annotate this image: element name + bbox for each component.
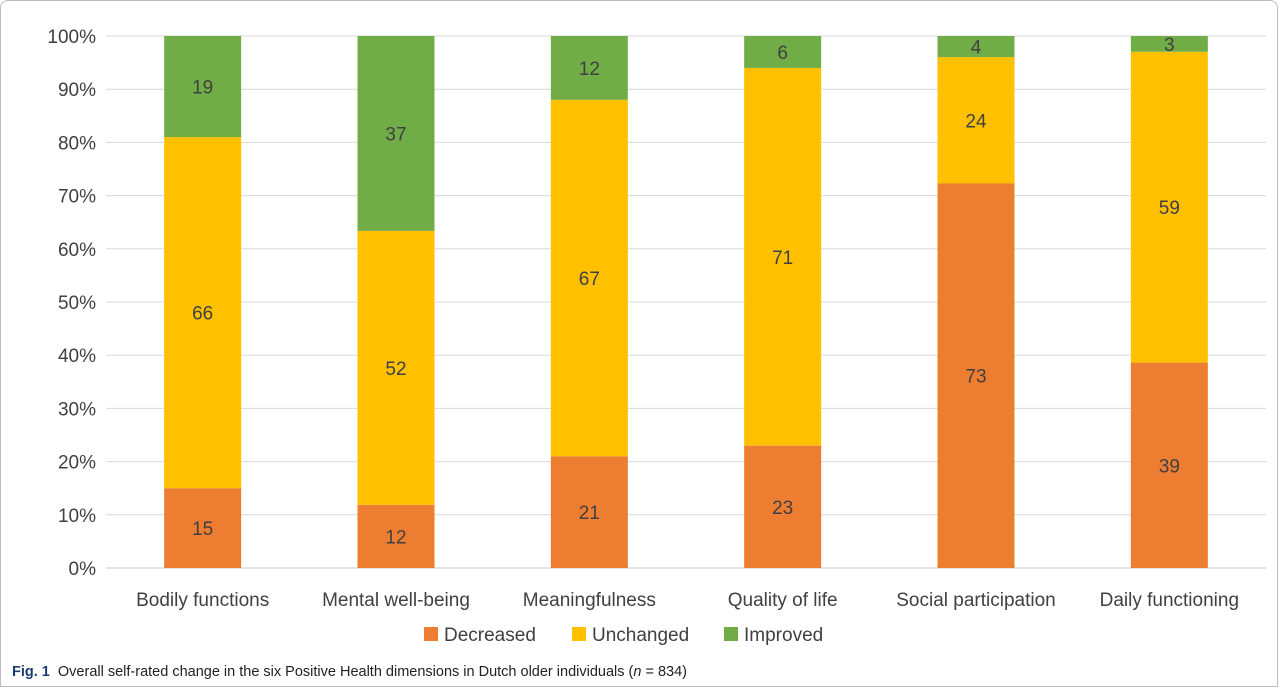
bar-segment-decreased <box>357 504 435 568</box>
bar-segment-unchanged <box>1130 51 1208 363</box>
legend-label: Improved <box>744 625 823 646</box>
x-category-label: Daily functioning <box>1100 590 1239 611</box>
y-tick-label: 90% <box>58 80 96 101</box>
data-label: 19 <box>192 78 213 99</box>
caption-text-after: = 834) <box>641 664 687 680</box>
x-category-label: Mental well-being <box>322 590 470 611</box>
y-tick-label: 40% <box>58 346 96 367</box>
data-label: 4 <box>971 38 982 59</box>
data-label: 6 <box>777 43 788 64</box>
bar-segment-unchanged <box>744 67 822 446</box>
bar-segment-improved <box>164 36 242 138</box>
data-label: 24 <box>965 111 987 132</box>
figure-caption: Fig. 1 Overall self-rated change in the … <box>12 664 687 680</box>
caption-label: Fig. 1 <box>12 664 50 680</box>
bar-segment-decreased <box>937 183 1015 568</box>
bar-segment-improved <box>1130 36 1208 52</box>
x-category-label: Meaningfulness <box>523 590 656 611</box>
y-tick-label: 60% <box>58 240 96 261</box>
bar-segment-improved <box>550 36 628 100</box>
data-label: 71 <box>772 248 793 269</box>
x-category-label: Social participation <box>896 590 1055 611</box>
caption-n-symbol: n <box>633 664 642 680</box>
data-label: 52 <box>385 359 406 380</box>
bar-segment-improved <box>357 36 435 231</box>
bar-segment-unchanged <box>164 137 242 489</box>
bar-segment-decreased <box>550 456 628 568</box>
bar-segment-unchanged <box>937 57 1015 184</box>
data-label: 59 <box>1159 198 1180 219</box>
data-label: 12 <box>385 527 406 548</box>
y-tick-label: 30% <box>58 399 96 420</box>
data-label: 39 <box>1159 456 1180 477</box>
data-label: 21 <box>579 503 600 524</box>
legend-swatch-improved <box>724 627 738 641</box>
y-tick-label: 0% <box>69 559 97 580</box>
legend-swatch-unchanged <box>572 627 586 641</box>
bar-segment-unchanged <box>550 99 628 457</box>
gridlines <box>106 35 1266 569</box>
data-label: 66 <box>192 304 213 325</box>
bar-segment-decreased <box>1130 362 1208 568</box>
y-tick-label: 50% <box>58 293 96 314</box>
bar-segment-unchanged <box>357 230 435 505</box>
legend-label: Decreased <box>444 625 536 646</box>
data-label: 67 <box>579 269 600 290</box>
y-tick-label: 20% <box>58 453 96 474</box>
legend-label: Unchanged <box>592 625 689 646</box>
stacked-bar-chart: 0% 10% 20% 30% 40% 50% 60% 70% 80% 90% 100% 15 66 19… <box>47 27 1266 646</box>
bar-segment-decreased <box>164 488 242 568</box>
y-tick-label: 10% <box>58 506 96 527</box>
y-tick-label: 100% <box>47 27 96 48</box>
data-label: 3 <box>1164 35 1175 56</box>
bar-segment-decreased <box>744 445 822 568</box>
data-label: 73 <box>965 367 986 388</box>
data-label: 37 <box>385 124 406 145</box>
y-tick-label: 70% <box>58 187 96 208</box>
data-label: 15 <box>192 519 213 540</box>
caption-text-before: Overall self-rated change in the six Pos… <box>57 664 634 680</box>
legend-swatch-decreased <box>424 627 438 641</box>
data-label: 23 <box>772 498 793 519</box>
bar-segment-improved <box>937 36 1015 58</box>
bar-segment-improved <box>744 36 822 68</box>
y-tick-label: 80% <box>58 133 96 154</box>
bars: 15 66 19 12 52 37 21 67 12 23 71 6 73 24 4 39 59 3 <box>164 35 1208 568</box>
y-axis-tick-labels: 0% 10% 20% 30% 40% 50% 60% 70% 80% 90% 100% <box>47 27 96 580</box>
x-category-label: Quality of life <box>728 590 838 611</box>
x-axis-category-labels: Bodily functions Mental well-being Meaning… <box>136 590 1239 611</box>
legend: Decreased Unchanged Improved <box>424 625 823 646</box>
data-label: 12 <box>579 59 600 80</box>
x-category-label: Bodily functions <box>136 590 269 611</box>
